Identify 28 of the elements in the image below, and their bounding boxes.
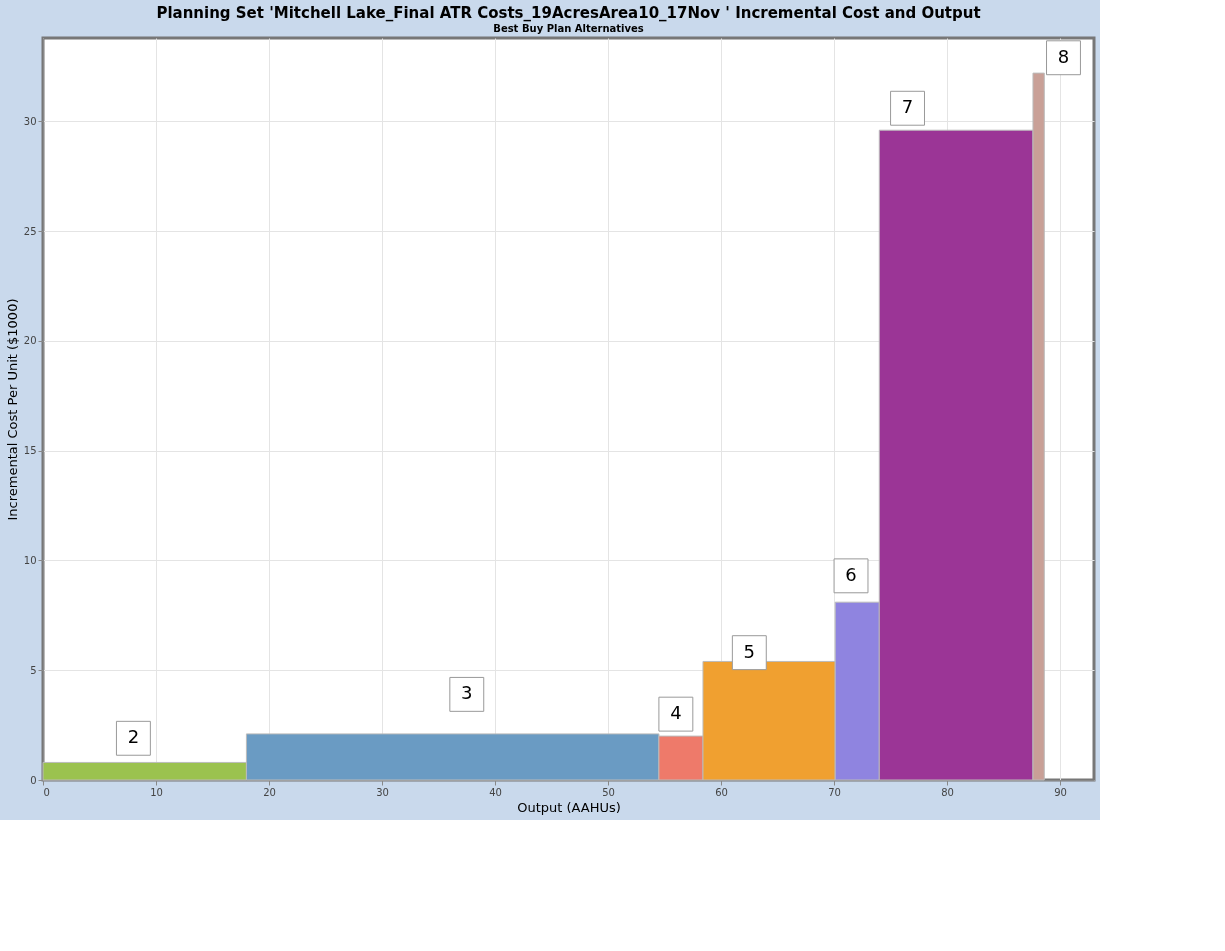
chart-subtitle: Best Buy Plan Alternatives (493, 23, 644, 34)
x-tick-label: 80 (941, 786, 954, 798)
chart-title: Planning Set 'Mitchell Lake_Final ATR Costs_19AcresArea10_17Nov ' Incremental Cost and Output (156, 4, 981, 22)
x-tick-label: 40 (489, 786, 502, 798)
y-tick-label: 25 (23, 225, 37, 237)
y-tick-label: 30 (23, 115, 37, 127)
annotation: 5 (743, 640, 756, 662)
x-tick-label: 60 (715, 786, 728, 798)
annotation: 8 (1057, 45, 1070, 67)
x-tick-label: 0 (43, 786, 50, 798)
y-axis-title: Incremental Cost Per Unit ($1000) (4, 298, 20, 521)
x-tick-label: 30 (376, 786, 389, 798)
y-tick-label: 0 (30, 774, 37, 786)
x-tick-label: 50 (602, 786, 615, 798)
x-axis-title: Output (AAHUs) (517, 799, 621, 815)
annotation: 3 (461, 682, 473, 704)
annotation: 7 (901, 96, 914, 118)
x-tick-label: 90 (1054, 786, 1067, 798)
annotation: 4 (670, 702, 682, 724)
y-tick-label: 15 (23, 445, 37, 457)
y-tick-label: 5 (30, 664, 37, 676)
x-tick-label: 70 (828, 786, 841, 798)
annotation: 6 (845, 563, 857, 585)
x-tick-label: 20 (263, 786, 276, 798)
x-tick-label: 10 (150, 786, 163, 798)
y-tick-label: 10 (23, 554, 37, 566)
y-tick-label: 20 (23, 335, 37, 347)
annotation: 2 (127, 726, 140, 748)
